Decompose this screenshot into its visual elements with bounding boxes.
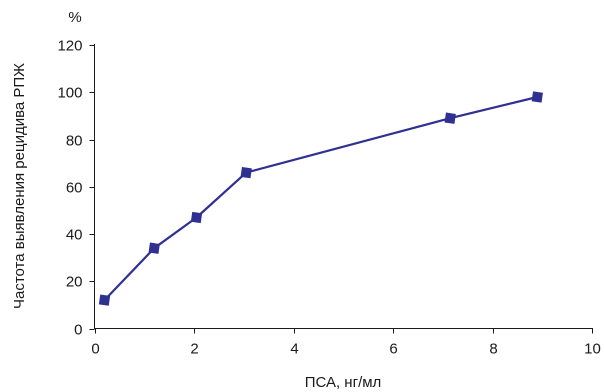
y-tick-label: 0 — [74, 322, 82, 339]
y-ticks: 0 20 40 60 80 100 120 — [57, 38, 95, 339]
y-axis-title: Частота выявления рецидива РПЖ — [11, 63, 28, 309]
x-tick-label: 6 — [389, 341, 397, 358]
data-point-marker — [148, 242, 160, 254]
x-tick-label: 2 — [190, 341, 198, 358]
y-tick-label: 40 — [66, 227, 83, 244]
x-ticks: 0 2 4 6 8 10 — [91, 328, 601, 358]
data-point-marker — [240, 166, 252, 179]
x-tick-label: 4 — [290, 341, 298, 358]
data-point-marker — [190, 211, 203, 224]
y-tick-label: 60 — [66, 180, 83, 197]
axes — [94, 44, 593, 329]
y-tick-label: 80 — [66, 133, 83, 150]
y-unit-label: % — [68, 9, 81, 26]
y-tick-label: 120 — [57, 38, 82, 55]
series-line — [103, 95, 538, 301]
data-point-marker — [98, 294, 111, 306]
data-point-marker — [444, 112, 456, 124]
x-axis-title: ПСА, нг/мл — [305, 374, 382, 391]
data-point-marker — [531, 91, 543, 103]
y-tick-label: 100 — [57, 85, 82, 102]
x-tick-label: 10 — [584, 341, 601, 358]
x-tick-label: 0 — [91, 341, 99, 358]
series-layer — [98, 91, 543, 306]
y-tick-label: 20 — [66, 274, 83, 291]
x-tick-label: 8 — [489, 341, 497, 358]
